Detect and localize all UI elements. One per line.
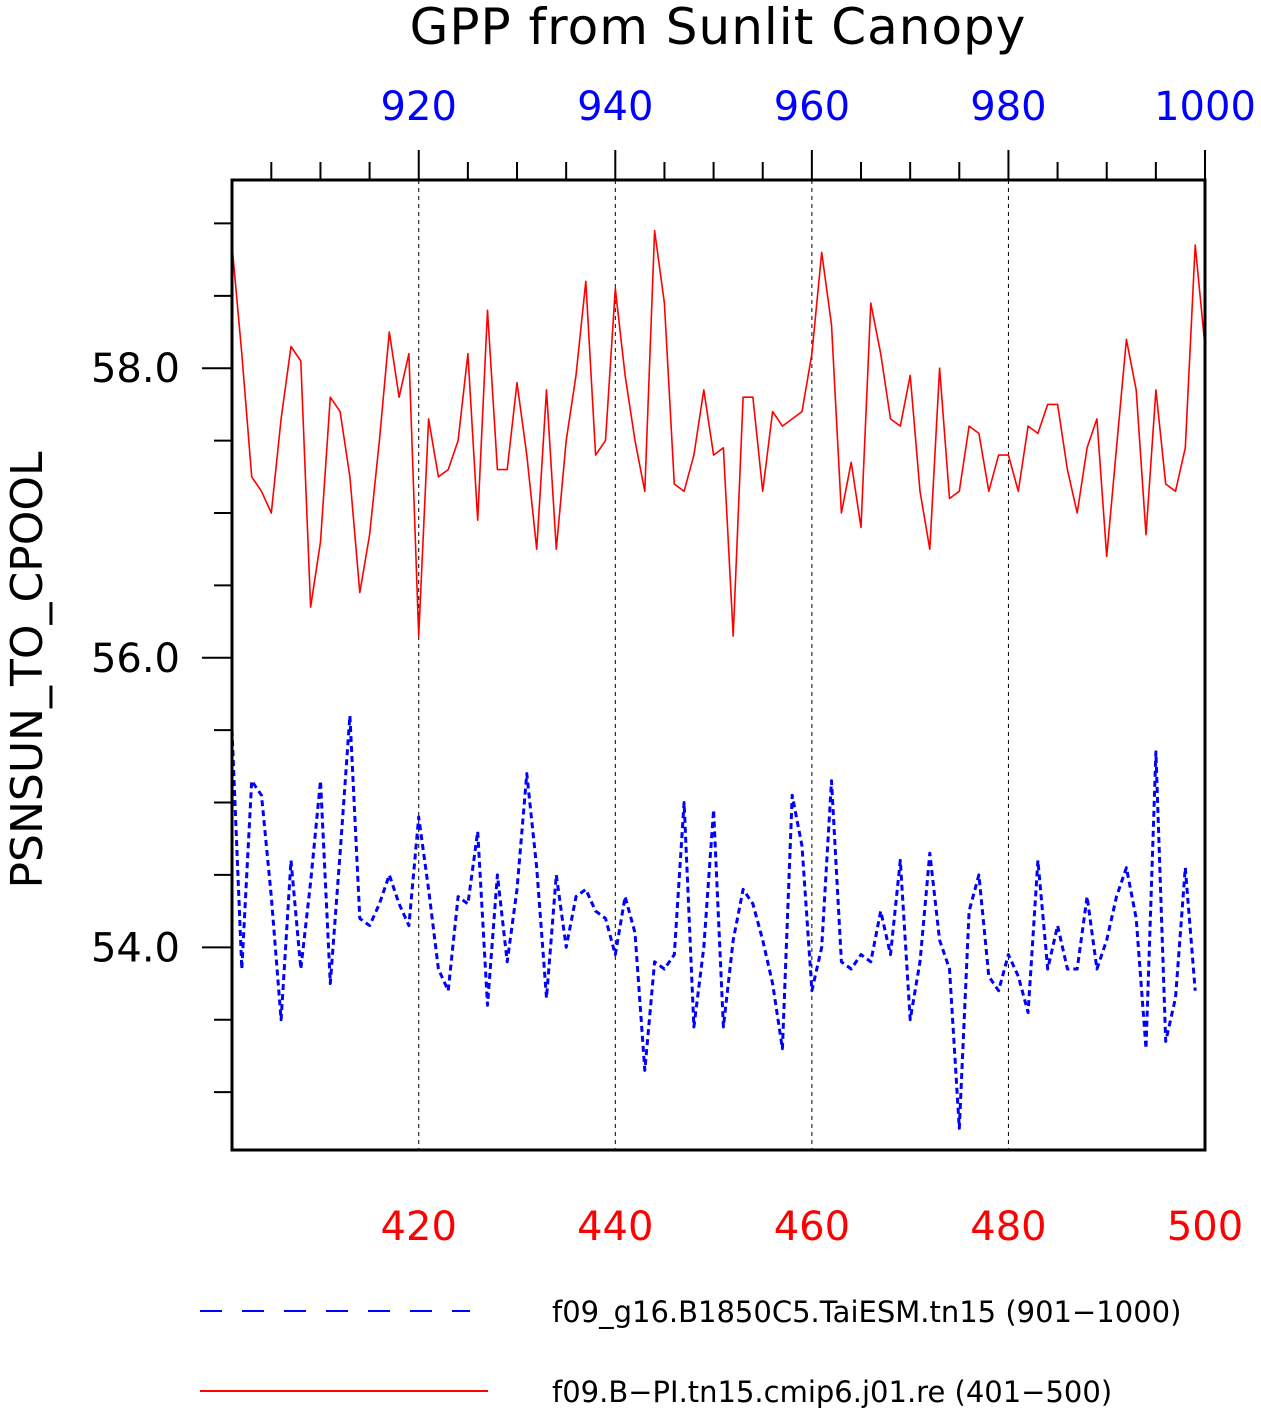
y-axis-tick-labels: 54.0 56.0 58.0	[91, 346, 180, 971]
bottom-tick-label: 420	[381, 1204, 457, 1250]
top-tick-label: 920	[381, 84, 457, 130]
vertical-gridlines	[418, 180, 1009, 1150]
plot-frame	[230, 178, 1207, 1152]
chart-title: GPP from Sunlit Canopy	[410, 0, 1027, 56]
y-tick-label: 54.0	[91, 925, 180, 971]
top-tick-label: 960	[774, 84, 850, 130]
y-tick-label: 56.0	[91, 636, 180, 682]
legend-label-taiesm: f09_g16.B1850C5.TaiESM.tn15 (901−1000)	[552, 1295, 1181, 1329]
top-tick-label: 940	[577, 84, 653, 130]
top-axis-tick-labels: 920 940 960 980 1000	[381, 84, 1256, 130]
axis-ticks	[202, 150, 1206, 1094]
bottom-tick-label: 460	[774, 1204, 850, 1250]
y-tick-label: 58.0	[91, 346, 180, 392]
bottom-tick-label: 500	[1167, 1204, 1243, 1250]
series-line-taiesm	[230, 714, 1197, 1130]
bottom-tick-label: 480	[970, 1204, 1046, 1250]
legend-label-cmip6: f09.B−PI.tn15.cmip6.j01.re (401−500)	[552, 1375, 1112, 1409]
top-tick-label: 1000	[1154, 84, 1256, 130]
top-tick-label: 980	[970, 84, 1046, 130]
bottom-axis-tick-labels: 420 440 460 480 500	[381, 1204, 1244, 1250]
y-axis-label: PSNSUN_TO_CPOOL	[2, 451, 53, 888]
bottom-tick-label: 440	[577, 1204, 653, 1250]
legend: f09_g16.B1850C5.TaiESM.tn15 (901−1000) f…	[200, 1295, 1181, 1409]
series-line-cmip6	[231, 229, 1206, 637]
series-layer	[230, 229, 1206, 1130]
